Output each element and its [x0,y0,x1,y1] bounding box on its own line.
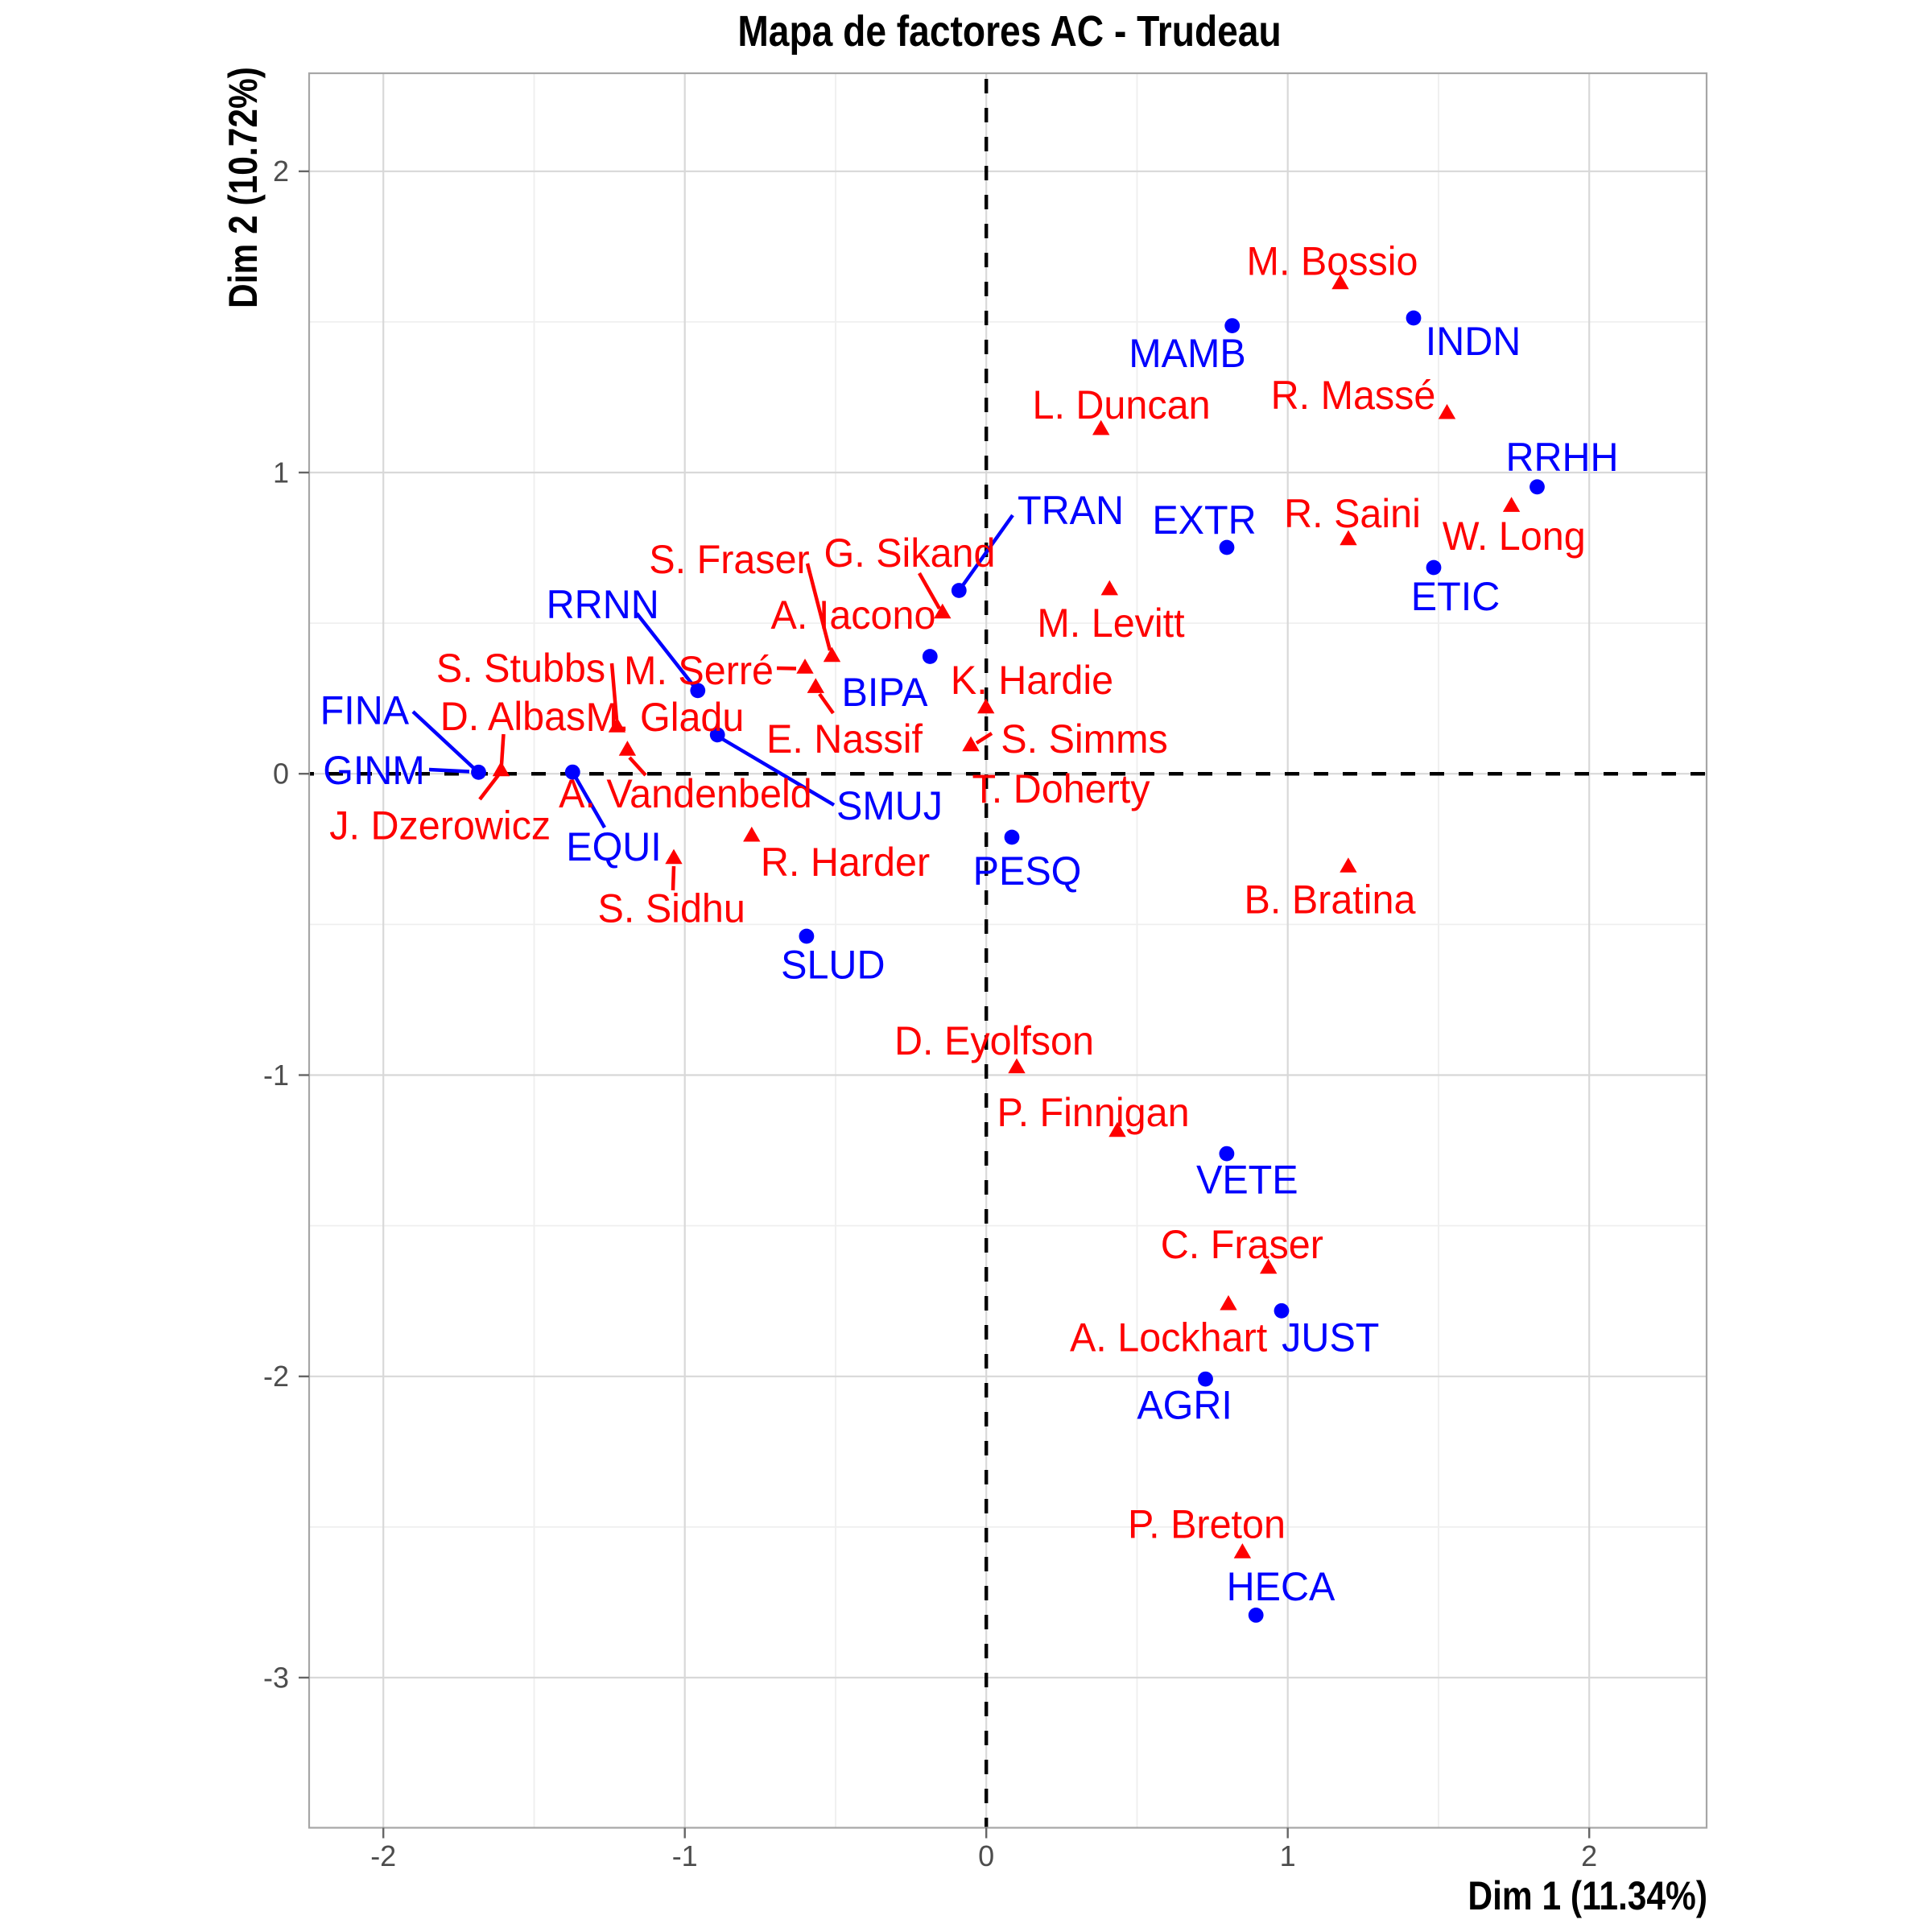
svg-text:M. Bossio: M. Bossio [1247,239,1418,284]
svg-text:S. Simms: S. Simms [1001,716,1167,762]
svg-text:M. Levitt: M. Levitt [1037,601,1185,646]
svg-text:P. Finnigan: P. Finnigan [997,1090,1189,1135]
svg-text:EQUI: EQUI [566,825,662,870]
svg-text:A. Vandenbeld: A. Vandenbeld [559,772,812,817]
svg-text:RRHH: RRHH [1505,435,1618,480]
svg-text:P. Breton: P. Breton [1128,1502,1286,1547]
svg-text:HECA: HECA [1227,1564,1335,1609]
svg-text:D. Eyolfson: D. Eyolfson [894,1018,1094,1063]
svg-text:PESQ: PESQ [973,848,1082,894]
svg-text:AGRI: AGRI [1137,1383,1232,1428]
svg-text:-1: -1 [672,1839,698,1872]
svg-text:GINM: GINM [323,748,425,793]
svg-text:W. Long: W. Long [1443,514,1586,559]
svg-text:K. Hardie: K. Hardie [951,658,1113,703]
svg-text:TRAN: TRAN [1018,488,1124,533]
svg-text:1: 1 [1280,1839,1296,1872]
svg-text:Dim 2 (10.72%): Dim 2 (10.72%) [221,67,266,308]
svg-text:A. Iacono: A. Iacono [771,592,936,638]
svg-text:B. Bratina: B. Bratina [1245,877,1417,923]
svg-text:INDN: INDN [1426,319,1521,364]
svg-text:R. Harder: R. Harder [761,840,930,885]
svg-text:S. Fraser: S. Fraser [649,537,809,582]
svg-text:R. Saini: R. Saini [1284,491,1421,536]
svg-text:R. Massé: R. Massé [1271,373,1436,418]
svg-text:A. Lockhart: A. Lockhart [1070,1315,1268,1360]
svg-text:C. Fraser: C. Fraser [1161,1223,1323,1268]
svg-text:ETIC: ETIC [1411,574,1500,619]
svg-text:0: 0 [978,1839,994,1872]
svg-text:D. Albas: D. Albas [440,694,586,739]
svg-text:Dim 1 (11.34%): Dim 1 (11.34%) [1468,1873,1707,1918]
svg-text:M. Gladu: M. Gladu [586,695,745,740]
svg-text:SLUD: SLUD [781,943,885,988]
svg-text:L. Duncan: L. Duncan [1032,382,1210,427]
svg-text:MAMB: MAMB [1129,331,1245,376]
svg-text:T. Doherty: T. Doherty [972,766,1150,811]
svg-text:M. Serré: M. Serré [624,648,774,693]
svg-text:2: 2 [1581,1839,1597,1872]
svg-text:-2: -2 [263,1360,289,1393]
svg-text:J. Dzerowicz: J. Dzerowicz [329,803,551,848]
svg-text:-2: -2 [370,1839,396,1872]
svg-text:0: 0 [273,758,289,791]
svg-text:EXTR: EXTR [1152,497,1256,543]
svg-text:JUST: JUST [1282,1315,1379,1360]
svg-text:E. Nassif: E. Nassif [766,716,923,762]
svg-text:-3: -3 [263,1661,289,1694]
svg-text:FINA: FINA [320,688,410,733]
svg-text:VETE: VETE [1196,1158,1298,1203]
svg-text:2: 2 [273,155,289,188]
svg-text:BIPA: BIPA [842,670,928,715]
svg-text:G. Sikand: G. Sikand [824,530,996,576]
svg-text:SMUJ: SMUJ [836,783,943,828]
svg-text:1: 1 [273,456,289,489]
svg-text:S. Sidhu: S. Sidhu [598,886,745,931]
svg-text:S. Stubbs: S. Stubbs [436,646,605,691]
svg-text:Mapa de factores AC - Trudeau: Mapa de factores AC - Trudeau [737,7,1281,56]
svg-text:RRNN: RRNN [547,582,659,627]
svg-text:-1: -1 [263,1059,289,1092]
